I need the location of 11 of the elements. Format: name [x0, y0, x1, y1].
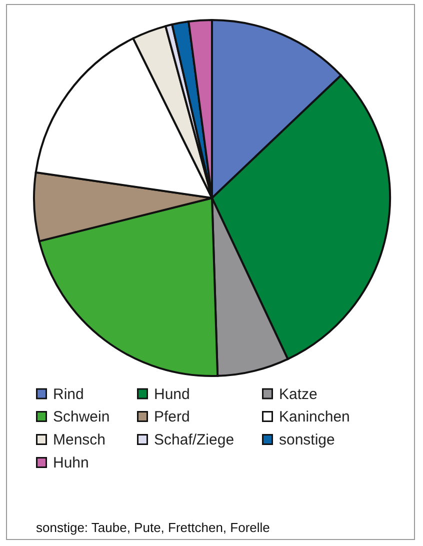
legend-label: sonstige — [279, 432, 335, 448]
legend-label: Katze — [279, 386, 318, 403]
legend-label: Mensch — [53, 432, 106, 448]
legend-label: Kaninchen — [279, 408, 350, 426]
legend-label: Schwein — [53, 408, 110, 426]
legend-label: Schaf/Ziege — [154, 432, 234, 448]
legend-label: Huhn — [53, 454, 89, 472]
text: sonstige: Taube, Pute, Frettchen, Forelle — [36, 520, 270, 535]
legend-label: Rind — [53, 386, 84, 403]
legend-label: Pferd — [154, 408, 190, 426]
legend-label: Hund — [154, 386, 190, 403]
